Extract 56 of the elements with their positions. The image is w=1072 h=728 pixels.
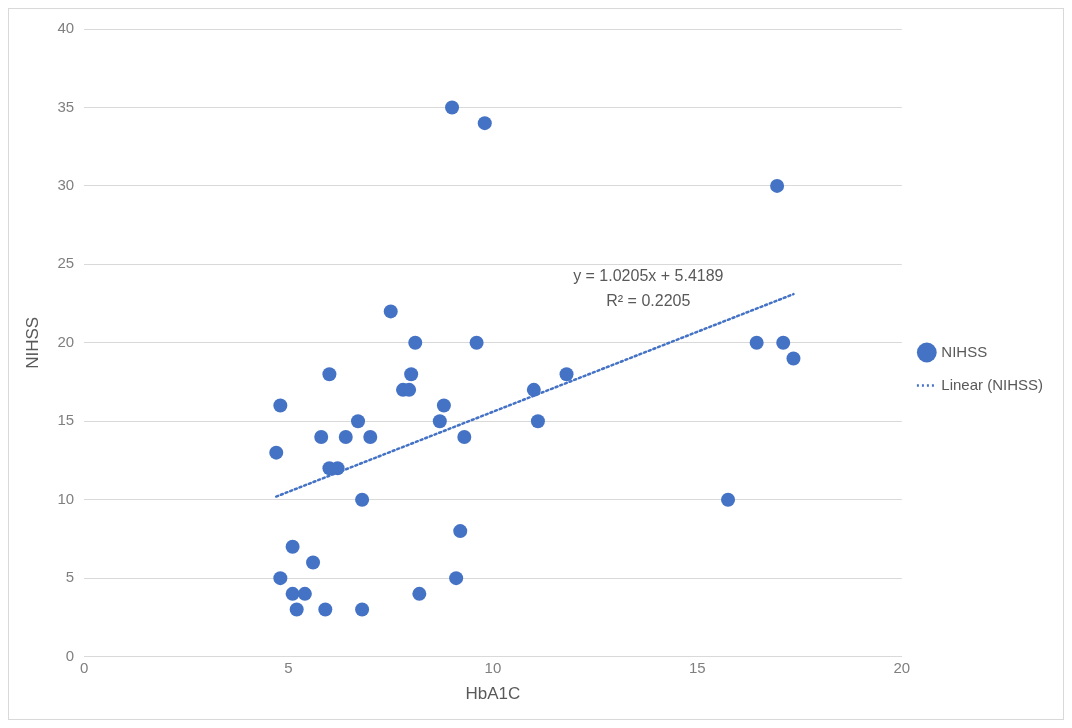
point (477, 116, 492, 131)
y-tick-label: 10 (57, 489, 75, 507)
point (355, 492, 370, 507)
point (285, 586, 300, 601)
y-tick-label: 40 (57, 19, 75, 37)
point (453, 524, 468, 539)
point (404, 367, 419, 382)
y-axis-title: NIHSS (22, 316, 42, 369)
point (355, 602, 370, 617)
legend-label: Linear (NIHSS) (941, 375, 1044, 393)
point (445, 100, 460, 115)
point (436, 398, 451, 413)
x-tick-label: 5 (284, 658, 293, 676)
x-tick-label: 15 (689, 658, 706, 676)
y-tick-label: 15 (57, 411, 75, 429)
point (449, 571, 464, 586)
point (306, 555, 321, 570)
point (786, 351, 801, 366)
point (297, 586, 312, 601)
point (383, 304, 398, 319)
x-tick-label: 0 (79, 658, 89, 676)
point (776, 335, 791, 350)
point (273, 398, 288, 413)
point (269, 445, 284, 460)
y-tick-label: 20 (57, 332, 75, 350)
point (289, 602, 304, 617)
point (412, 586, 427, 601)
point (559, 367, 574, 382)
y-tick-label: 0 (65, 646, 75, 664)
point (338, 429, 353, 444)
point (432, 414, 447, 429)
annotation: y = 1.0205x + 5.4189 (573, 267, 724, 285)
point (770, 178, 785, 193)
point (351, 414, 366, 429)
y-tick-label: 25 (57, 254, 75, 272)
y-tick-label: 35 (57, 97, 75, 115)
point (721, 492, 736, 507)
point (322, 367, 337, 382)
y-tick-label: 5 (65, 568, 75, 586)
annotation: R² = 0.2205 (606, 292, 691, 310)
point (469, 335, 484, 350)
point (318, 602, 333, 617)
x-axis-title: HbA1C (465, 684, 521, 704)
point (314, 429, 329, 444)
x-tick-label: 20 (893, 658, 911, 676)
point (530, 414, 545, 429)
legend-label: NIHSS (941, 342, 988, 360)
point (363, 429, 378, 444)
point (285, 539, 300, 554)
y-tick-label: 30 (57, 176, 75, 194)
point (273, 571, 288, 586)
point (526, 382, 541, 397)
point (408, 335, 423, 350)
x-tick-label: 10 (484, 658, 502, 676)
point (749, 335, 764, 350)
point (457, 429, 472, 444)
